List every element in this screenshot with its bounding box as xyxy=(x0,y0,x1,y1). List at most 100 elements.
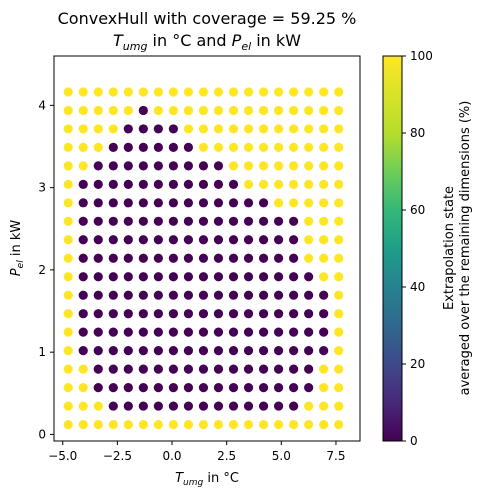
data-point xyxy=(334,253,344,263)
y-tick-label: 0 xyxy=(38,427,46,441)
data-point xyxy=(138,290,148,300)
data-point xyxy=(138,142,148,152)
data-point xyxy=(319,253,329,263)
data-point xyxy=(289,216,299,226)
data-point xyxy=(78,327,88,337)
data-point xyxy=(78,382,88,393)
data-point xyxy=(228,327,239,337)
data-point xyxy=(228,179,239,189)
data-point xyxy=(153,401,163,411)
data-point xyxy=(183,105,194,116)
data-point xyxy=(93,124,103,134)
data-point xyxy=(334,346,344,356)
data-point xyxy=(243,87,254,97)
data-point xyxy=(153,179,163,189)
data-point xyxy=(213,235,224,245)
data-point xyxy=(319,235,329,245)
data-point xyxy=(153,419,163,430)
data-point xyxy=(198,235,209,245)
data-point xyxy=(183,142,194,152)
data-point xyxy=(198,290,209,300)
data-point xyxy=(273,253,284,263)
data-point xyxy=(213,346,224,356)
data-point xyxy=(228,216,239,226)
data-point xyxy=(319,364,329,374)
data-point xyxy=(289,272,299,282)
data-point xyxy=(289,364,299,374)
data-point xyxy=(63,419,73,430)
data-point xyxy=(334,272,344,282)
data-point xyxy=(228,198,239,208)
data-point xyxy=(273,272,284,282)
data-point xyxy=(228,124,239,134)
y-tick-label: 1 xyxy=(38,345,46,359)
data-point xyxy=(228,235,239,245)
data-point xyxy=(304,179,314,189)
colorbar xyxy=(382,55,403,442)
data-point xyxy=(183,327,194,337)
data-point xyxy=(213,105,224,116)
data-point xyxy=(319,216,329,226)
data-point xyxy=(93,272,103,282)
x-tick-label: −5.0 xyxy=(48,449,77,463)
data-point xyxy=(213,309,224,319)
chart-title-line2: Tumg in °C and Pel in kW xyxy=(113,31,301,53)
data-point xyxy=(289,235,299,245)
data-point xyxy=(198,419,209,430)
data-point xyxy=(93,401,103,411)
data-point xyxy=(258,346,269,356)
data-point xyxy=(183,272,194,282)
data-point xyxy=(289,401,299,411)
data-point xyxy=(93,179,103,189)
data-point xyxy=(228,161,239,171)
y-axis: 0 1 2 3 4 xyxy=(38,98,54,441)
data-point xyxy=(78,401,88,411)
data-point xyxy=(304,142,314,152)
data-point xyxy=(93,161,103,171)
data-point xyxy=(198,401,209,411)
data-point xyxy=(258,327,269,337)
data-point xyxy=(168,124,178,134)
data-point xyxy=(168,309,178,319)
data-point xyxy=(304,216,314,226)
data-point xyxy=(273,161,284,171)
y-tick-label: 3 xyxy=(38,181,46,195)
data-point xyxy=(93,235,103,245)
data-point xyxy=(108,346,118,356)
data-point xyxy=(108,364,118,374)
data-point xyxy=(123,272,133,282)
data-point xyxy=(108,235,118,245)
data-point xyxy=(123,290,133,300)
data-point xyxy=(213,87,224,97)
data-point xyxy=(273,327,284,337)
data-point xyxy=(138,272,148,282)
x-tick-label: 7.5 xyxy=(326,449,345,463)
data-point xyxy=(334,327,344,337)
data-point xyxy=(334,179,344,189)
data-point xyxy=(63,198,73,208)
data-point xyxy=(168,179,178,189)
data-point xyxy=(319,327,329,337)
data-point xyxy=(243,179,254,189)
data-point xyxy=(168,419,178,430)
data-point xyxy=(213,272,224,282)
data-point xyxy=(168,401,178,411)
data-point xyxy=(123,309,133,319)
data-point xyxy=(168,364,178,374)
data-point xyxy=(63,253,73,263)
data-point xyxy=(228,142,239,152)
data-point xyxy=(334,419,344,430)
data-point xyxy=(273,124,284,134)
data-point xyxy=(168,327,178,337)
data-point xyxy=(183,198,194,208)
data-point xyxy=(183,290,194,300)
data-point xyxy=(198,382,209,393)
data-point xyxy=(153,235,163,245)
data-point xyxy=(198,87,209,97)
colorbar-tick-label: 80 xyxy=(410,126,425,140)
data-point xyxy=(78,235,88,245)
data-point xyxy=(273,346,284,356)
data-point xyxy=(319,179,329,189)
data-point xyxy=(243,309,254,319)
